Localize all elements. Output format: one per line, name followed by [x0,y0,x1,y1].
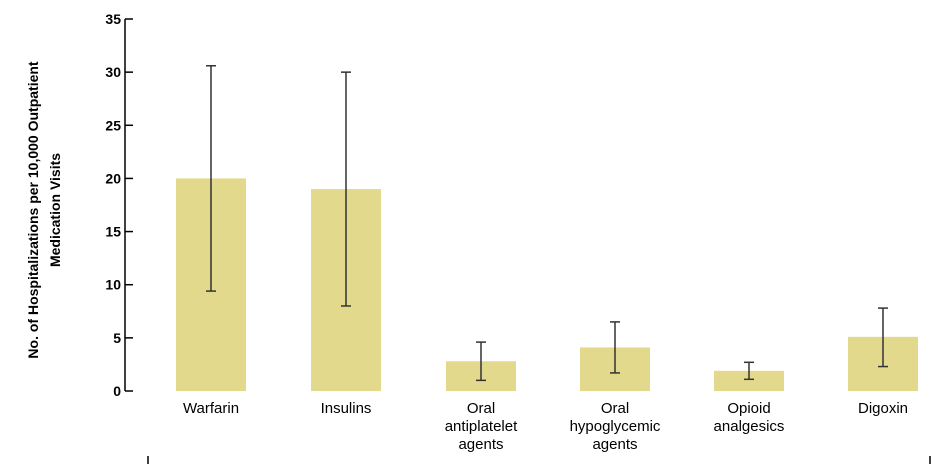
category-label-3-line-1: hypoglycemic [570,418,661,435]
y-tick-label-5: 25 [105,117,121,133]
y-tick-label-2: 10 [105,277,121,293]
category-label-4-line-1: analgesics [714,418,785,435]
category-label-4-line-0: Opioid [727,400,770,417]
category-label-2-line-1: antiplatelet [445,418,518,435]
y-tick-label-7: 35 [105,11,121,27]
y-tick-label-1: 5 [113,330,121,346]
y-tick-label-6: 30 [105,64,121,80]
y-tick-label-3: 15 [105,224,121,240]
y-axis-label-line-2: Medication Visits [47,153,63,267]
category-label-3-line-2: agents [592,436,637,453]
bar-4 [714,370,784,391]
y-axis-label-line-1: No. of Hospitalizations per 10,000 Outpa… [25,61,41,358]
category-label-1-line-0: Insulins [321,400,372,417]
category-label-2-line-2: agents [458,436,503,453]
y-tick-label-4: 20 [105,170,121,186]
y-tick-label-0: 0 [113,383,121,399]
category-label-3-line-0: Oral [601,400,629,417]
category-label-0-line-0: Warfarin [183,400,239,417]
category-label-2-line-0: Oral [467,400,495,417]
category-label-5-line-0: Digoxin [858,400,908,417]
